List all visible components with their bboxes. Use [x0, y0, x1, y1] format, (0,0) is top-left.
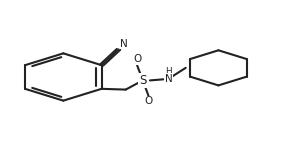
Text: O: O [133, 54, 141, 64]
Text: O: O [144, 96, 153, 106]
Text: S: S [139, 74, 146, 87]
Text: H: H [165, 67, 172, 76]
Text: N: N [120, 39, 128, 49]
Text: N: N [164, 74, 172, 84]
